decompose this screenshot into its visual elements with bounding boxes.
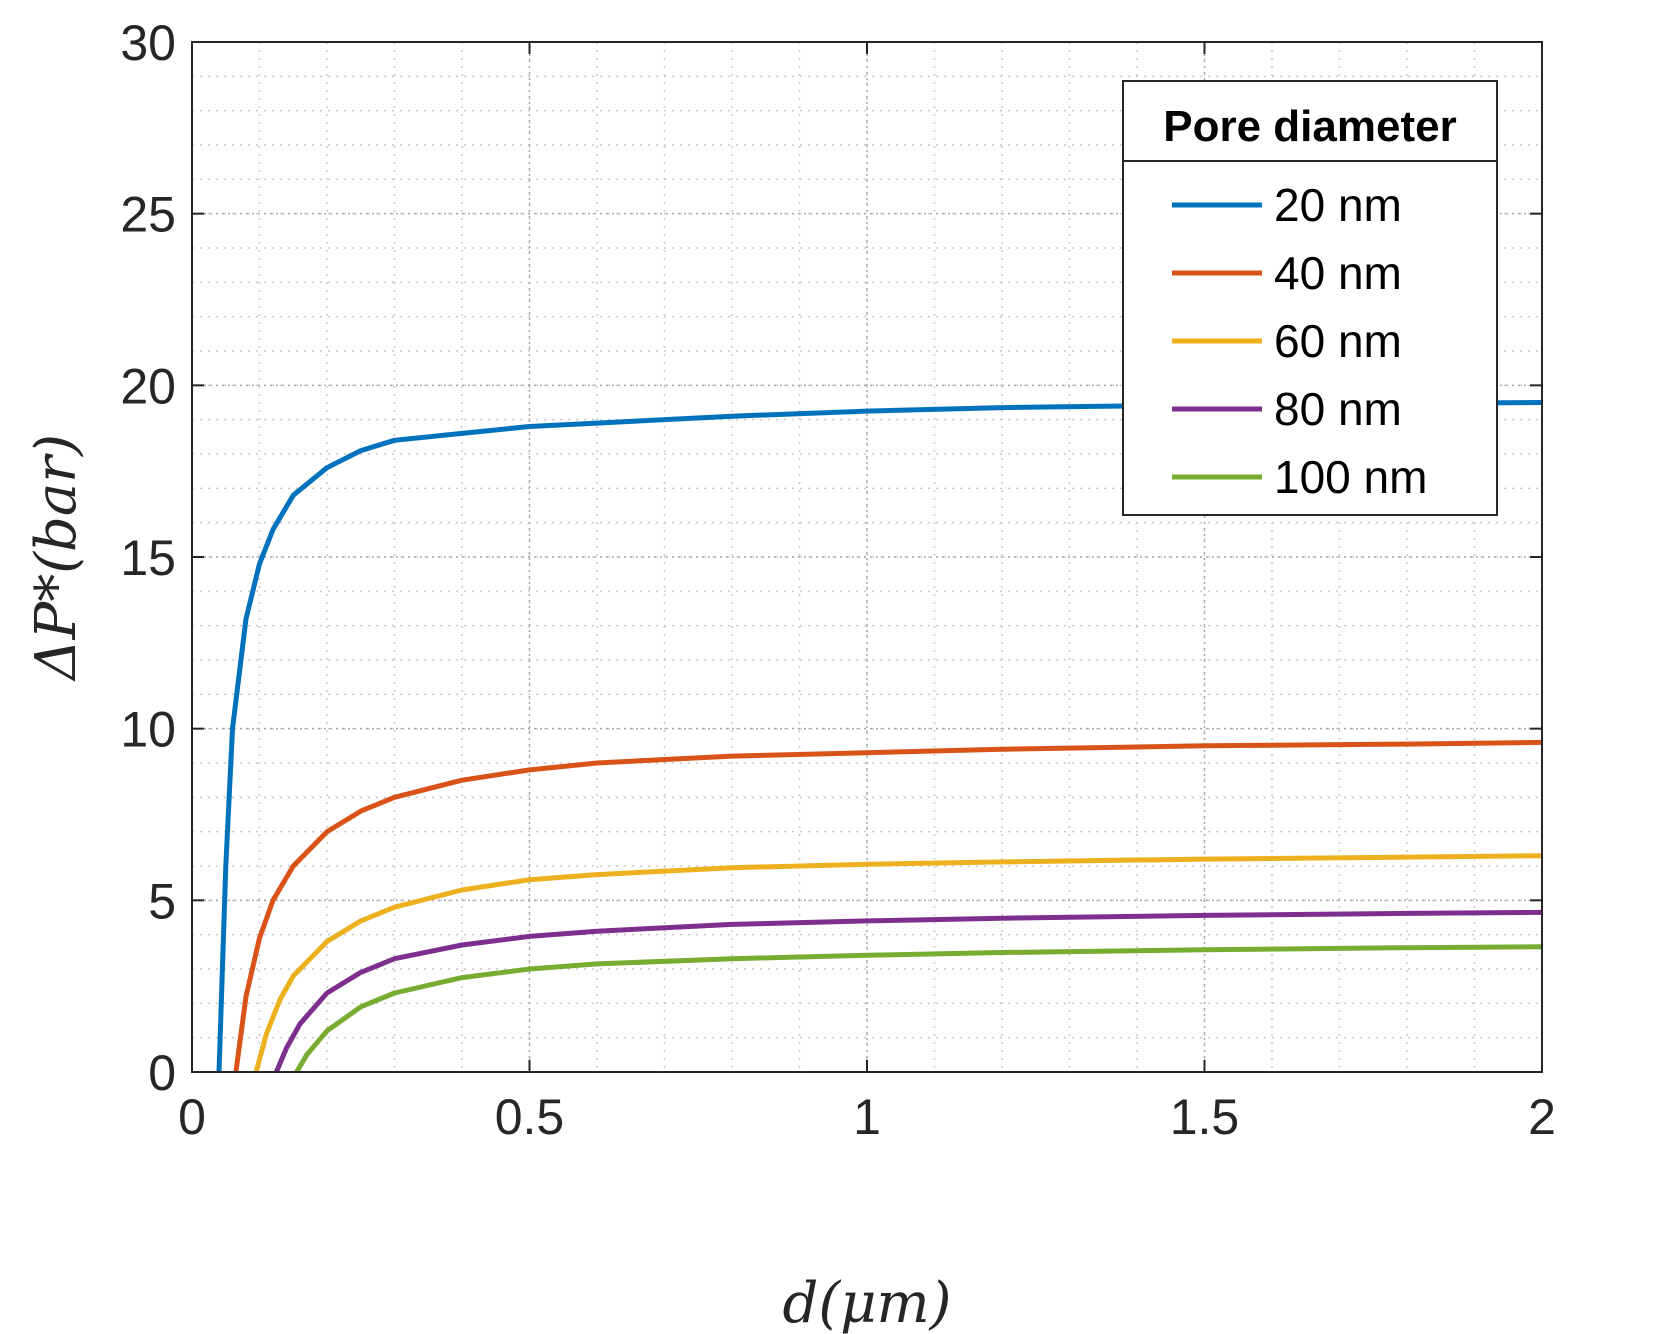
y-tick-label: 10 xyxy=(120,702,176,758)
legend-box xyxy=(1122,80,1498,516)
x-tick-label: 1 xyxy=(853,1089,881,1145)
legend-label: 20 nm xyxy=(1274,179,1402,231)
series-line-20-nm xyxy=(216,400,1543,1073)
y-tick-label: 20 xyxy=(120,358,176,414)
y-tick-label: 5 xyxy=(148,873,176,929)
legend-label: 60 nm xyxy=(1274,315,1402,367)
y-tick-label: 25 xyxy=(120,187,176,243)
y-axis-label: ΔP*(bar) xyxy=(24,434,89,682)
legend-label: 40 nm xyxy=(1274,247,1402,299)
x-tick-label: 2 xyxy=(1528,1089,1556,1145)
series-line-80-nm xyxy=(274,909,1543,1073)
legend-label: 100 nm xyxy=(1274,451,1427,503)
legend: Pore diameter 20 nm 40 nm 60 nm 80 nm 100 nm xyxy=(1122,80,1498,516)
x-axis-label: d(μm) xyxy=(782,1271,951,1334)
x-tick-label: 1.5 xyxy=(1170,1089,1240,1145)
series-line-60-nm xyxy=(253,853,1543,1073)
series-group xyxy=(216,400,1543,1074)
y-tick-label: 30 xyxy=(120,15,176,71)
legend-label: 80 nm xyxy=(1274,383,1402,435)
series-line-40-nm xyxy=(233,739,1543,1073)
legend-items: 20 nm 40 nm 60 nm 80 nm 100 nm xyxy=(1172,179,1427,503)
legend-title: Pore diameter xyxy=(1163,102,1456,151)
y-tick-label: 15 xyxy=(120,530,176,586)
x-tick-label: 0.5 xyxy=(495,1089,565,1145)
x-tick-label: 0 xyxy=(178,1089,206,1145)
y-tick-label: 0 xyxy=(148,1045,176,1101)
series-line-100-nm xyxy=(294,944,1543,1074)
